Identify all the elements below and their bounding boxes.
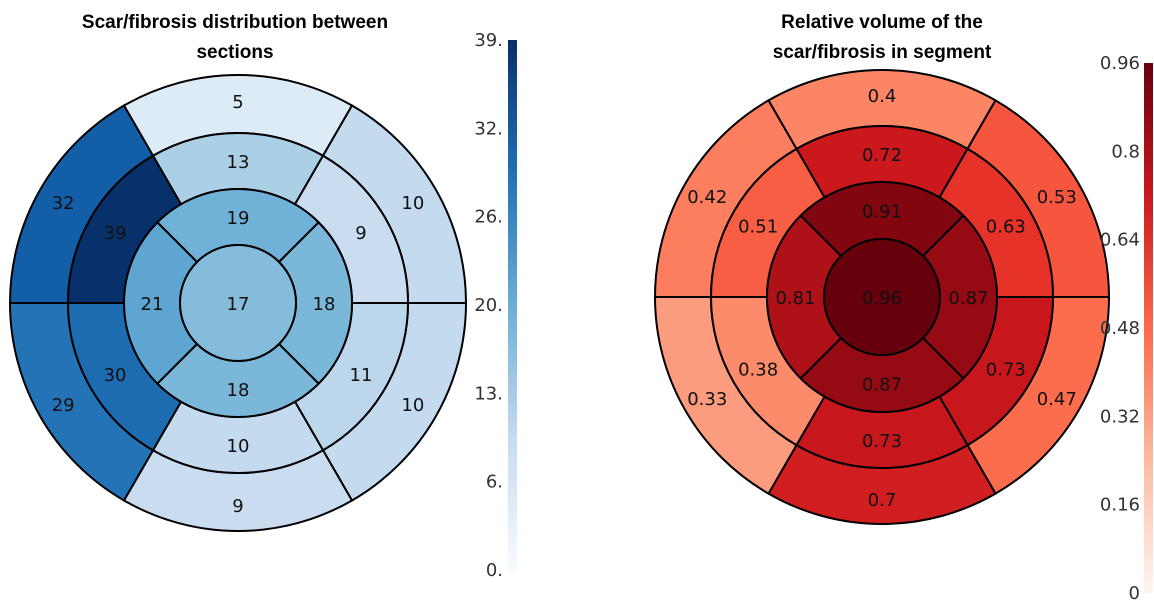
segment-label-middle-6: 0.51 [738, 217, 778, 238]
segment-label-outer-3: 0.47 [1037, 389, 1077, 410]
segment-label-middle-5: 0.38 [738, 360, 778, 381]
segment-apex [823, 238, 941, 356]
chart-1-title-line-1: Scar/fibrosis distribution between [82, 12, 388, 33]
segment-label-inner-4: 21 [141, 294, 164, 315]
segment-label-outer-4: 0.7 [868, 490, 897, 511]
segment-label-outer-5: 0.33 [687, 389, 727, 410]
segment-label-middle-4: 10 [227, 436, 250, 457]
chart-1-colorbar-ticks: 39. 32. 26. 20. 13. 6. 0. [474, 30, 503, 581]
chart-2-colorbar [1144, 63, 1153, 593]
chart-2-bullseye: 0.4 0.53 0.47 0.7 0.33 0.42 0.72 0.63 0.73 0.73 0.… [653, 69, 1111, 525]
segment-label-apex: 0.96 [862, 288, 902, 309]
segment-label-middle-2: 9 [355, 223, 366, 244]
segment-label-outer-4: 9 [232, 496, 243, 517]
segment-label-middle-1: 0.72 [862, 145, 902, 166]
segment-apex [179, 244, 297, 362]
segment-label-inner-2: 0.87 [948, 288, 988, 309]
segment-label-inner-1: 0.91 [862, 202, 902, 223]
segment-label-inner-3: 0.87 [862, 375, 902, 396]
colorbar-tick-label: 0. [486, 560, 503, 581]
segment-label-middle-1: 13 [227, 152, 250, 173]
chart-1-title-line-2: sections [196, 42, 273, 63]
chart-2-title-line-1: Relative volume of the [781, 12, 983, 33]
segment-label-middle-3: 11 [350, 365, 373, 386]
chart-2-title-line-2: scar/fibrosis in segment [773, 42, 992, 63]
chart-1-colorbar [508, 40, 517, 570]
segment-label-outer-1: 5 [232, 92, 243, 113]
segment-label-middle-5: 30 [104, 365, 127, 386]
colorbar-tick-label: 39. [474, 30, 503, 51]
colorbar-tick-label: 32. [474, 118, 503, 139]
colorbar-tick-label: 13. [474, 383, 503, 404]
segment-label-outer-2: 10 [401, 193, 424, 214]
chart-1-bullseye: 5 10 10 9 29 32 13 9 11 10 30 39 19 18 18 21 17 [8, 74, 468, 532]
colorbar-tick-label: 0.32 [1100, 406, 1140, 427]
segment-label-middle-4: 0.73 [862, 431, 902, 452]
colorbar-tick-label: 0.16 [1100, 495, 1140, 516]
colorbar-tick-label: 0.96 [1100, 53, 1140, 74]
segment-label-outer-1: 0.4 [868, 86, 897, 107]
colorbar-tick-label: 6. [486, 472, 503, 493]
segment-label-middle-3: 0.73 [986, 360, 1026, 381]
segment-label-middle-6: 39 [104, 223, 127, 244]
chart-2-colorbar-ticks: 0.96 0.8 0.64 0.48 0.32 0.16 0 [1100, 53, 1140, 603]
segment-label-outer-6: 0.42 [687, 187, 727, 208]
segment-label-inner-2: 18 [313, 294, 336, 315]
segment-label-middle-2: 0.63 [986, 217, 1026, 238]
colorbar-tick-label: 20. [474, 295, 503, 316]
segment-label-outer-6: 32 [52, 193, 75, 214]
colorbar-tick-label: 0.48 [1100, 318, 1140, 339]
segment-label-inner-1: 19 [227, 208, 250, 229]
colorbar-tick-label: 0.8 [1111, 141, 1140, 162]
colorbar-tick-label: 26. [474, 207, 503, 228]
segment-label-inner-4: 0.81 [775, 288, 815, 309]
segment-label-inner-3: 18 [227, 380, 250, 401]
segment-label-outer-3: 10 [401, 395, 424, 416]
colorbar-tick-label: 0.64 [1100, 230, 1140, 251]
segment-label-outer-2: 0.53 [1037, 187, 1077, 208]
colorbar-tick-label: 0 [1129, 583, 1140, 603]
segment-label-outer-5: 29 [52, 395, 75, 416]
segment-label-apex: 17 [227, 294, 250, 315]
